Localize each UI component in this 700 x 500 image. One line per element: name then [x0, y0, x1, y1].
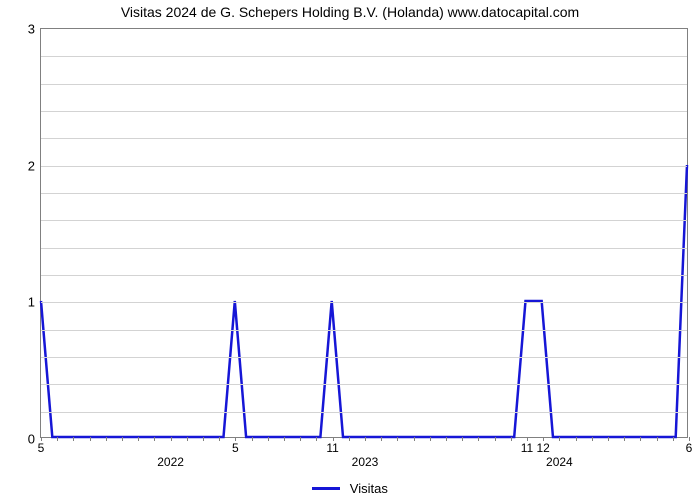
x-tick-minor — [154, 437, 155, 441]
gridline-h-minor — [41, 56, 687, 57]
x-tick-month-label: 12 — [537, 441, 550, 455]
gridline-h-minor — [41, 138, 687, 139]
gridline-h-minor — [41, 412, 687, 413]
x-tick-minor — [576, 437, 577, 441]
visitas-polyline — [41, 165, 687, 437]
gridline-h — [41, 302, 687, 303]
x-tick-month-label: 5 — [38, 441, 45, 455]
x-tick-minor — [478, 437, 479, 441]
x-tick-minor — [73, 437, 74, 441]
legend: Visitas — [0, 480, 700, 496]
gridline-h — [41, 166, 687, 167]
x-tick-minor — [511, 437, 512, 441]
x-tick-month-label: 5 — [232, 441, 239, 455]
gridline-h-minor — [41, 111, 687, 112]
gridline-h-minor — [41, 193, 687, 194]
x-tick-minor — [284, 437, 285, 441]
x-tick-minor — [122, 437, 123, 441]
x-tick-minor — [495, 437, 496, 441]
x-tick-minor — [592, 437, 593, 441]
gridline-h-minor — [41, 84, 687, 85]
visitas-line-series — [41, 29, 687, 437]
x-tick-minor — [300, 437, 301, 441]
x-tick-minor — [106, 437, 107, 441]
y-tick-label: 3 — [28, 22, 35, 37]
x-tick-minor — [397, 437, 398, 441]
chart-container: Visitas 2024 de G. Schepers Holding B.V.… — [0, 0, 700, 500]
x-tick-minor — [559, 437, 560, 441]
gridline-h-minor — [41, 220, 687, 221]
legend-label: Visitas — [350, 481, 388, 496]
x-tick-minor — [624, 437, 625, 441]
legend-swatch — [312, 487, 340, 490]
x-tick-minor — [138, 437, 139, 441]
x-tick-minor — [446, 437, 447, 441]
x-tick-minor — [365, 437, 366, 441]
chart-title: Visitas 2024 de G. Schepers Holding B.V.… — [0, 4, 700, 20]
x-tick-year-label: 2022 — [157, 455, 184, 469]
x-tick-minor — [462, 437, 463, 441]
x-tick-minor — [57, 437, 58, 441]
x-tick-minor — [640, 437, 641, 441]
y-tick-label: 1 — [28, 295, 35, 310]
x-tick-minor — [430, 437, 431, 441]
x-tick-month-label: 6 — [686, 441, 693, 455]
x-tick-minor — [673, 437, 674, 441]
x-tick-minor — [252, 437, 253, 441]
x-tick-minor — [171, 437, 172, 441]
y-tick-label: 0 — [28, 432, 35, 447]
x-tick-minor — [203, 437, 204, 441]
x-tick-minor — [349, 437, 350, 441]
gridline-h-minor — [41, 248, 687, 249]
gridline-h-minor — [41, 275, 687, 276]
x-tick-month-label: 11 — [521, 441, 533, 455]
gridline-h-minor — [41, 357, 687, 358]
x-tick-minor — [381, 437, 382, 441]
gridline-h-minor — [41, 330, 687, 331]
x-tick-minor — [219, 437, 220, 441]
gridline-h-minor — [41, 384, 687, 385]
x-tick-minor — [608, 437, 609, 441]
x-tick-minor — [316, 437, 317, 441]
plot-area: 0123551111126202220232024 — [40, 28, 688, 438]
x-tick-minor — [414, 437, 415, 441]
x-tick-year-label: 2024 — [546, 455, 573, 469]
x-tick-year-label: 2023 — [352, 455, 379, 469]
y-tick-label: 2 — [28, 158, 35, 173]
x-tick-minor — [90, 437, 91, 441]
x-tick-minor — [657, 437, 658, 441]
x-tick-month-label: 11 — [326, 441, 338, 455]
x-tick-minor — [187, 437, 188, 441]
x-tick-minor — [268, 437, 269, 441]
